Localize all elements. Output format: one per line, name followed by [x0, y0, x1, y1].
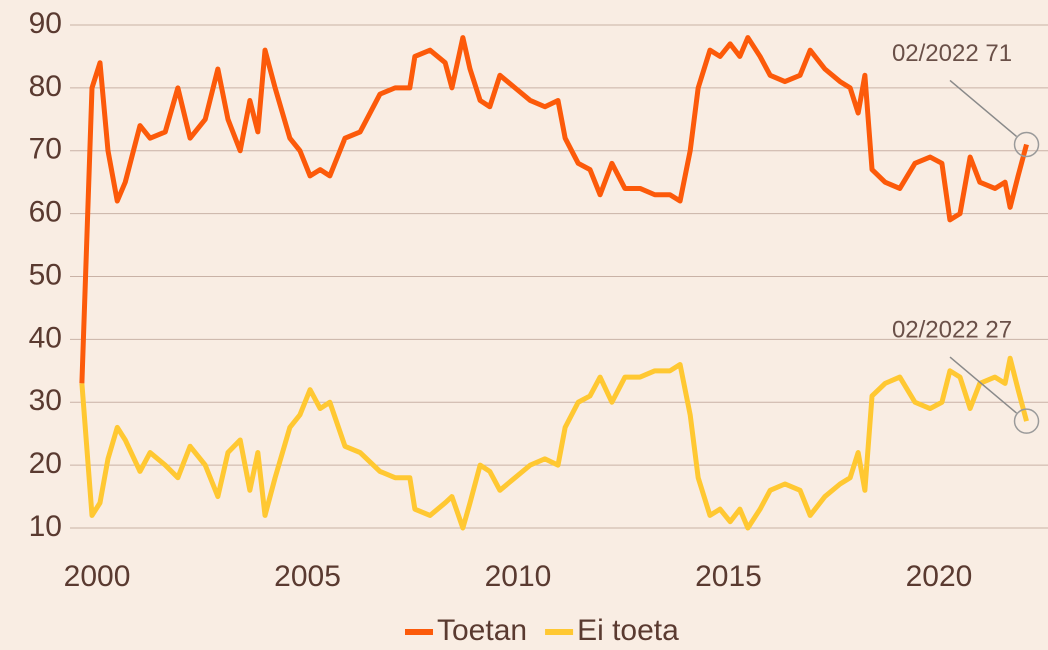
- y-tick-label: 80: [29, 70, 62, 103]
- y-tick-label: 30: [29, 384, 62, 417]
- x-tick-label: 2020: [906, 560, 973, 593]
- legend-label: Toetan: [437, 614, 527, 647]
- annotation-leader: [949, 79, 1018, 138]
- highlight-point: [1013, 131, 1040, 158]
- y-tick-label: 20: [29, 447, 62, 480]
- y-tick-label: 90: [29, 7, 62, 40]
- annotation: 02/2022 71: [892, 40, 1012, 67]
- legend-label: Ei toeta: [577, 614, 679, 647]
- line-series: [79, 35, 1029, 384]
- highlight-point: [1013, 408, 1040, 434]
- x-tick-label: 2010: [485, 560, 552, 593]
- x-tick-label: 2015: [695, 560, 762, 593]
- y-tick-label: 50: [29, 258, 62, 291]
- y-tick-label: 40: [29, 321, 62, 354]
- x-tick-label: 2000: [64, 560, 131, 593]
- y-tick-label: 60: [29, 196, 62, 229]
- annotation-leader: [949, 356, 1018, 414]
- x-tick-label: 2005: [274, 560, 341, 593]
- y-tick-label: 70: [29, 133, 62, 166]
- y-tick-label: 10: [29, 510, 62, 543]
- annotation: 02/2022 27: [892, 316, 1012, 343]
- line-series: [79, 355, 1029, 531]
